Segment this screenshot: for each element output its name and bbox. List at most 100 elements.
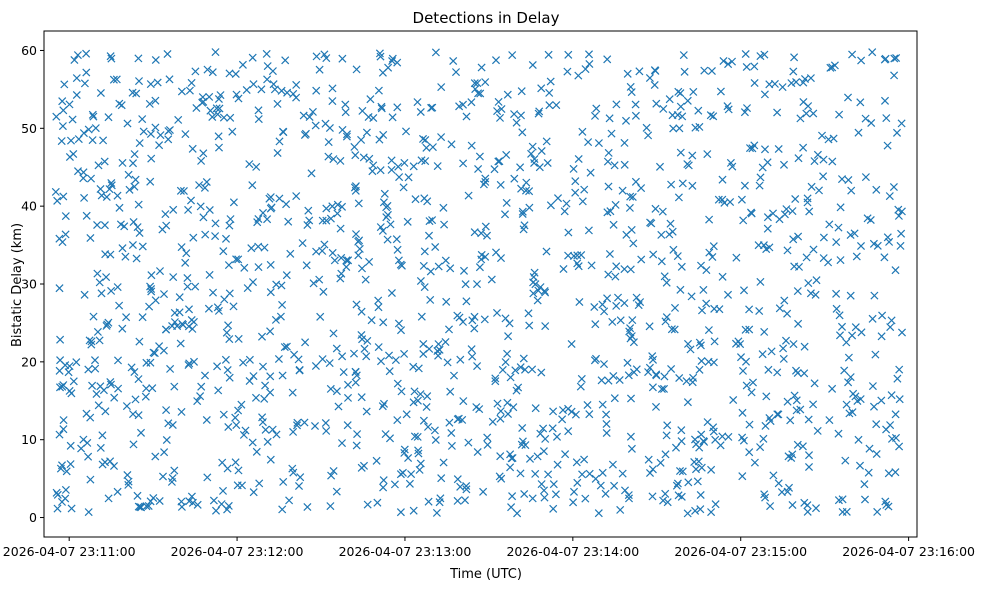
- data-point: [334, 402, 343, 411]
- data-point: [282, 342, 291, 351]
- data-point: [657, 230, 666, 239]
- data-point: [844, 175, 853, 185]
- data-point: [409, 506, 418, 515]
- data-point: [786, 416, 795, 425]
- data-point: [300, 418, 309, 427]
- data-point: [141, 392, 150, 401]
- data-point: [262, 49, 271, 58]
- data-point: [610, 481, 619, 490]
- data-point: [832, 289, 841, 298]
- data-point: [703, 150, 712, 159]
- data-point: [167, 477, 176, 486]
- data-point: [416, 459, 425, 468]
- data-point: [531, 404, 540, 413]
- data-point: [516, 163, 525, 172]
- data-point: [292, 192, 301, 201]
- data-point: [623, 69, 632, 78]
- data-point: [367, 316, 376, 325]
- data-point: [96, 382, 105, 391]
- data-point: [790, 391, 799, 400]
- data-point: [745, 144, 755, 153]
- data-point: [384, 351, 394, 360]
- data-point: [809, 400, 818, 409]
- data-point: [644, 455, 653, 464]
- y-tick-label: 30: [21, 277, 37, 292]
- data-point: [620, 265, 629, 274]
- data-point: [400, 448, 409, 457]
- data-point: [585, 410, 594, 419]
- data-point: [574, 154, 583, 164]
- data-point: [503, 349, 512, 358]
- data-point: [802, 109, 811, 118]
- data-point: [802, 253, 811, 262]
- data-point: [322, 204, 331, 213]
- data-point: [55, 284, 64, 293]
- data-point: [569, 498, 578, 507]
- data-point: [364, 112, 373, 122]
- data-point: [252, 447, 261, 456]
- data-point: [351, 378, 360, 387]
- data-point: [414, 364, 423, 373]
- data-point: [498, 365, 507, 374]
- data-point: [226, 113, 235, 122]
- data-point: [202, 177, 211, 187]
- data-point: [609, 220, 618, 229]
- data-point: [591, 320, 600, 329]
- data-point: [739, 436, 748, 445]
- data-point: [535, 107, 544, 116]
- data-point: [893, 374, 902, 383]
- data-point: [467, 141, 476, 150]
- data-point: [300, 130, 309, 140]
- x-axis-label: Time (UTC): [449, 567, 522, 582]
- data-point: [72, 90, 81, 100]
- data-point: [88, 110, 97, 119]
- data-point: [307, 169, 316, 178]
- data-point: [552, 432, 562, 441]
- data-point: [706, 111, 715, 120]
- data-point: [107, 54, 116, 63]
- data-point: [177, 243, 186, 252]
- data-point: [825, 220, 834, 229]
- data-point: [506, 373, 515, 382]
- data-point: [493, 399, 502, 408]
- data-point: [254, 115, 263, 124]
- data-point: [477, 229, 486, 238]
- data-point: [338, 352, 347, 361]
- data-point: [226, 215, 235, 224]
- data-point: [352, 441, 361, 450]
- data-point: [353, 430, 362, 439]
- data-point: [129, 440, 138, 449]
- data-point: [88, 381, 97, 390]
- data-point: [267, 203, 276, 212]
- data-point: [464, 191, 473, 200]
- data-point: [133, 223, 142, 232]
- data-point: [82, 49, 91, 58]
- data-point: [791, 194, 800, 204]
- data-point: [272, 430, 281, 439]
- data-point: [788, 207, 797, 216]
- data-point: [397, 387, 406, 396]
- data-point: [524, 309, 533, 318]
- data-point: [170, 318, 179, 327]
- data-point: [442, 297, 451, 306]
- data-point: [496, 452, 505, 461]
- data-point: [521, 186, 531, 195]
- data-point: [549, 480, 558, 489]
- data-point: [528, 60, 537, 70]
- data-point: [276, 312, 285, 321]
- data-point: [329, 155, 338, 164]
- data-point: [201, 230, 210, 239]
- data-point: [239, 430, 248, 439]
- data-point: [522, 178, 531, 187]
- data-point: [581, 65, 590, 74]
- data-point: [683, 96, 692, 105]
- data-point: [600, 307, 609, 316]
- data-point: [545, 88, 554, 97]
- data-point: [671, 443, 681, 452]
- data-point: [336, 156, 345, 165]
- data-point: [697, 306, 707, 315]
- data-point: [363, 500, 372, 509]
- data-point: [447, 441, 456, 450]
- data-point: [528, 365, 537, 374]
- data-point: [309, 279, 318, 288]
